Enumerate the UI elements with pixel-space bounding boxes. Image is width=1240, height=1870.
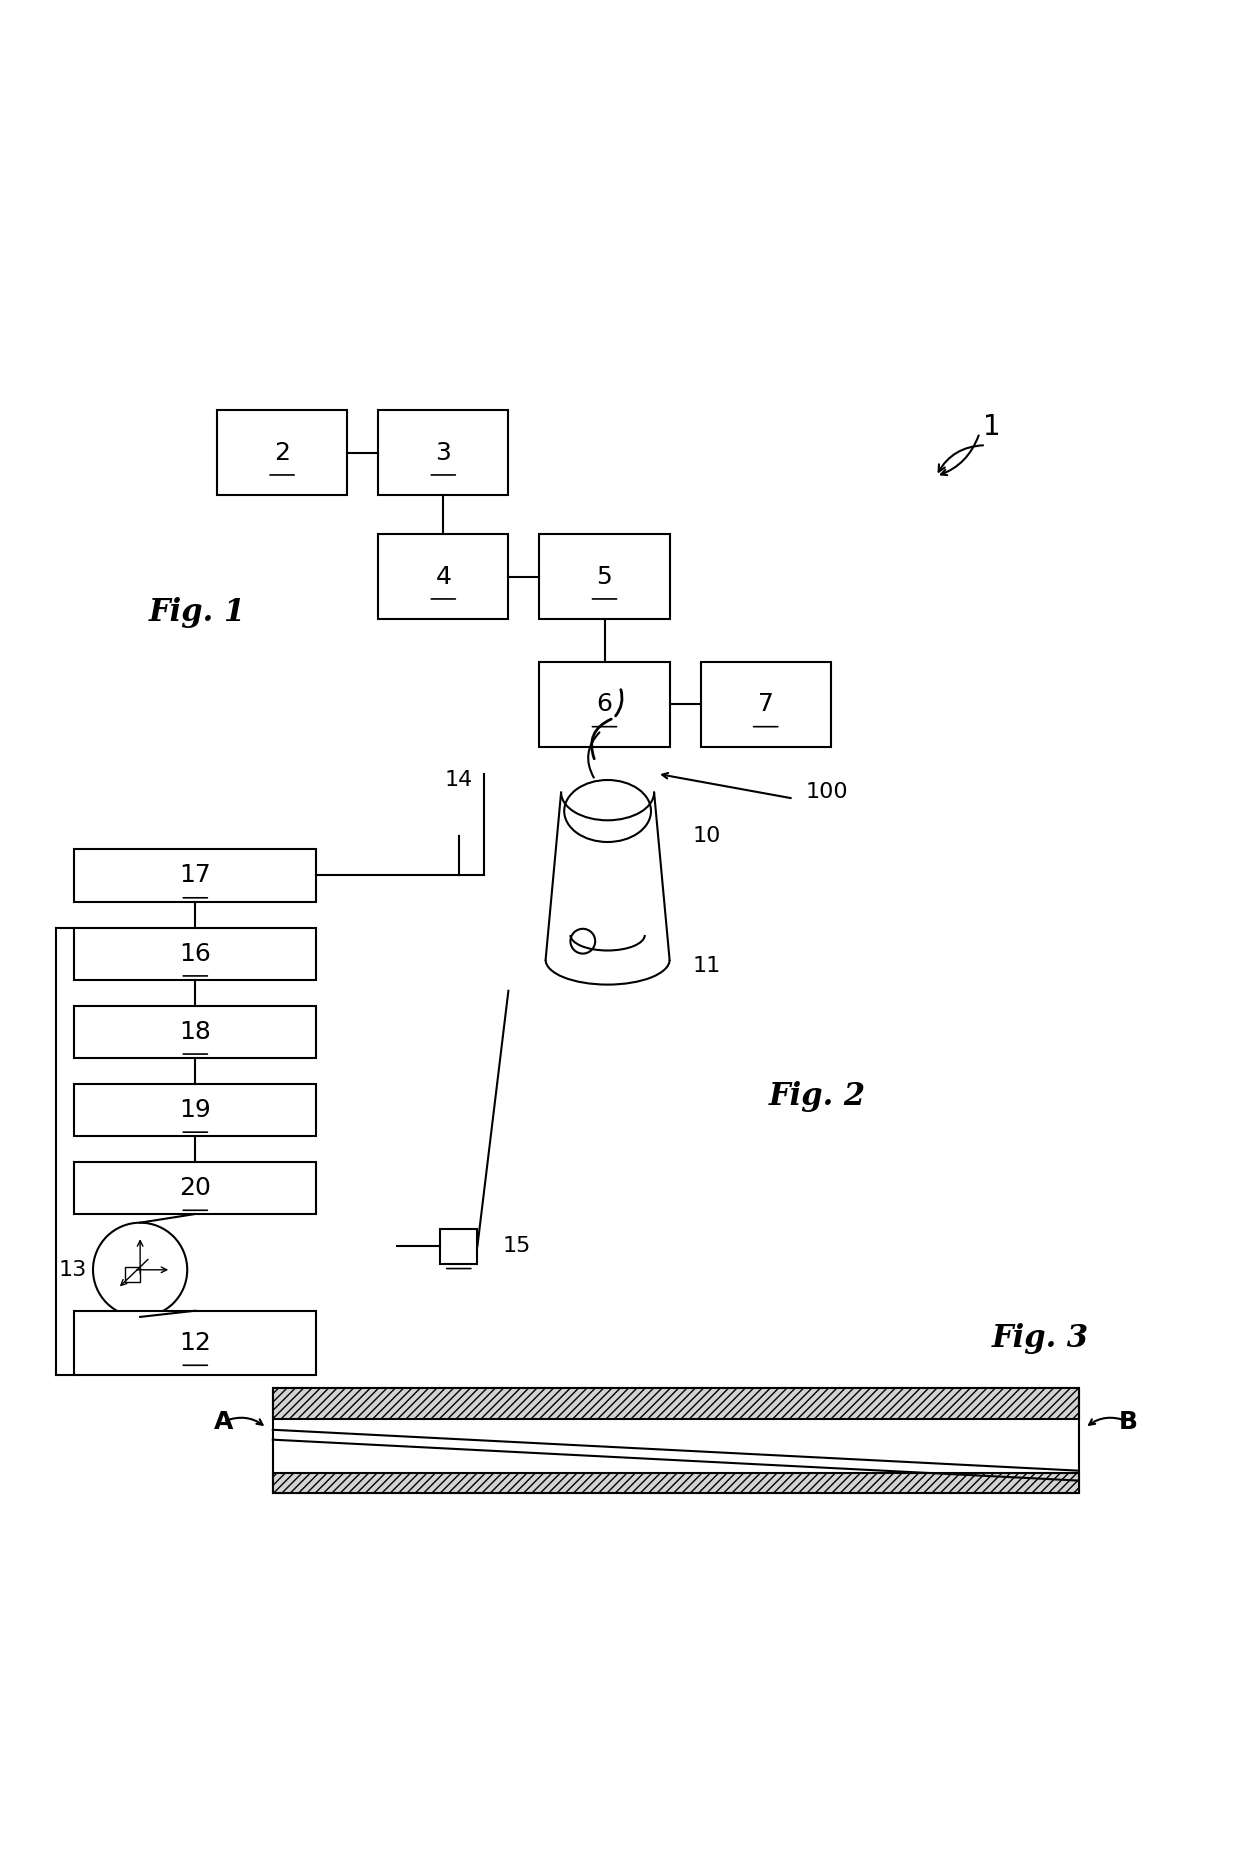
Text: 11: 11 <box>693 956 720 976</box>
FancyBboxPatch shape <box>273 1474 1079 1492</box>
FancyBboxPatch shape <box>273 1388 1079 1419</box>
FancyBboxPatch shape <box>74 1085 316 1135</box>
FancyBboxPatch shape <box>539 535 670 619</box>
FancyBboxPatch shape <box>74 928 316 980</box>
Text: 16: 16 <box>180 942 211 965</box>
Text: A: A <box>213 1410 233 1434</box>
Text: 14: 14 <box>445 770 472 789</box>
FancyBboxPatch shape <box>440 1229 477 1264</box>
FancyArrowPatch shape <box>939 445 983 471</box>
FancyBboxPatch shape <box>378 535 508 619</box>
Text: Fig. 3: Fig. 3 <box>992 1322 1089 1354</box>
Text: 5: 5 <box>596 565 613 589</box>
Text: 20: 20 <box>180 1176 211 1201</box>
Text: 100: 100 <box>806 782 848 802</box>
Text: 13: 13 <box>58 1260 87 1279</box>
FancyBboxPatch shape <box>273 1388 1079 1492</box>
FancyBboxPatch shape <box>217 411 347 496</box>
Text: 18: 18 <box>180 1019 211 1043</box>
FancyBboxPatch shape <box>74 1311 316 1374</box>
Text: 17: 17 <box>180 864 211 888</box>
Text: 15: 15 <box>502 1236 531 1257</box>
Text: 10: 10 <box>693 827 720 845</box>
Text: 4: 4 <box>435 565 451 589</box>
Text: B: B <box>1118 1410 1138 1434</box>
Text: 3: 3 <box>435 441 451 464</box>
Text: 6: 6 <box>596 692 613 716</box>
FancyBboxPatch shape <box>125 1268 140 1283</box>
FancyBboxPatch shape <box>539 662 670 746</box>
Text: Fig. 2: Fig. 2 <box>769 1081 866 1111</box>
Text: 12: 12 <box>180 1331 211 1356</box>
Text: 7: 7 <box>758 692 774 716</box>
FancyBboxPatch shape <box>74 1161 316 1214</box>
Text: 2: 2 <box>274 441 290 464</box>
FancyBboxPatch shape <box>378 411 508 496</box>
FancyBboxPatch shape <box>701 662 831 746</box>
Text: 19: 19 <box>180 1098 211 1122</box>
FancyBboxPatch shape <box>74 1006 316 1058</box>
FancyBboxPatch shape <box>74 849 316 901</box>
Text: Fig. 1: Fig. 1 <box>149 597 246 628</box>
Text: 1: 1 <box>983 413 1001 441</box>
